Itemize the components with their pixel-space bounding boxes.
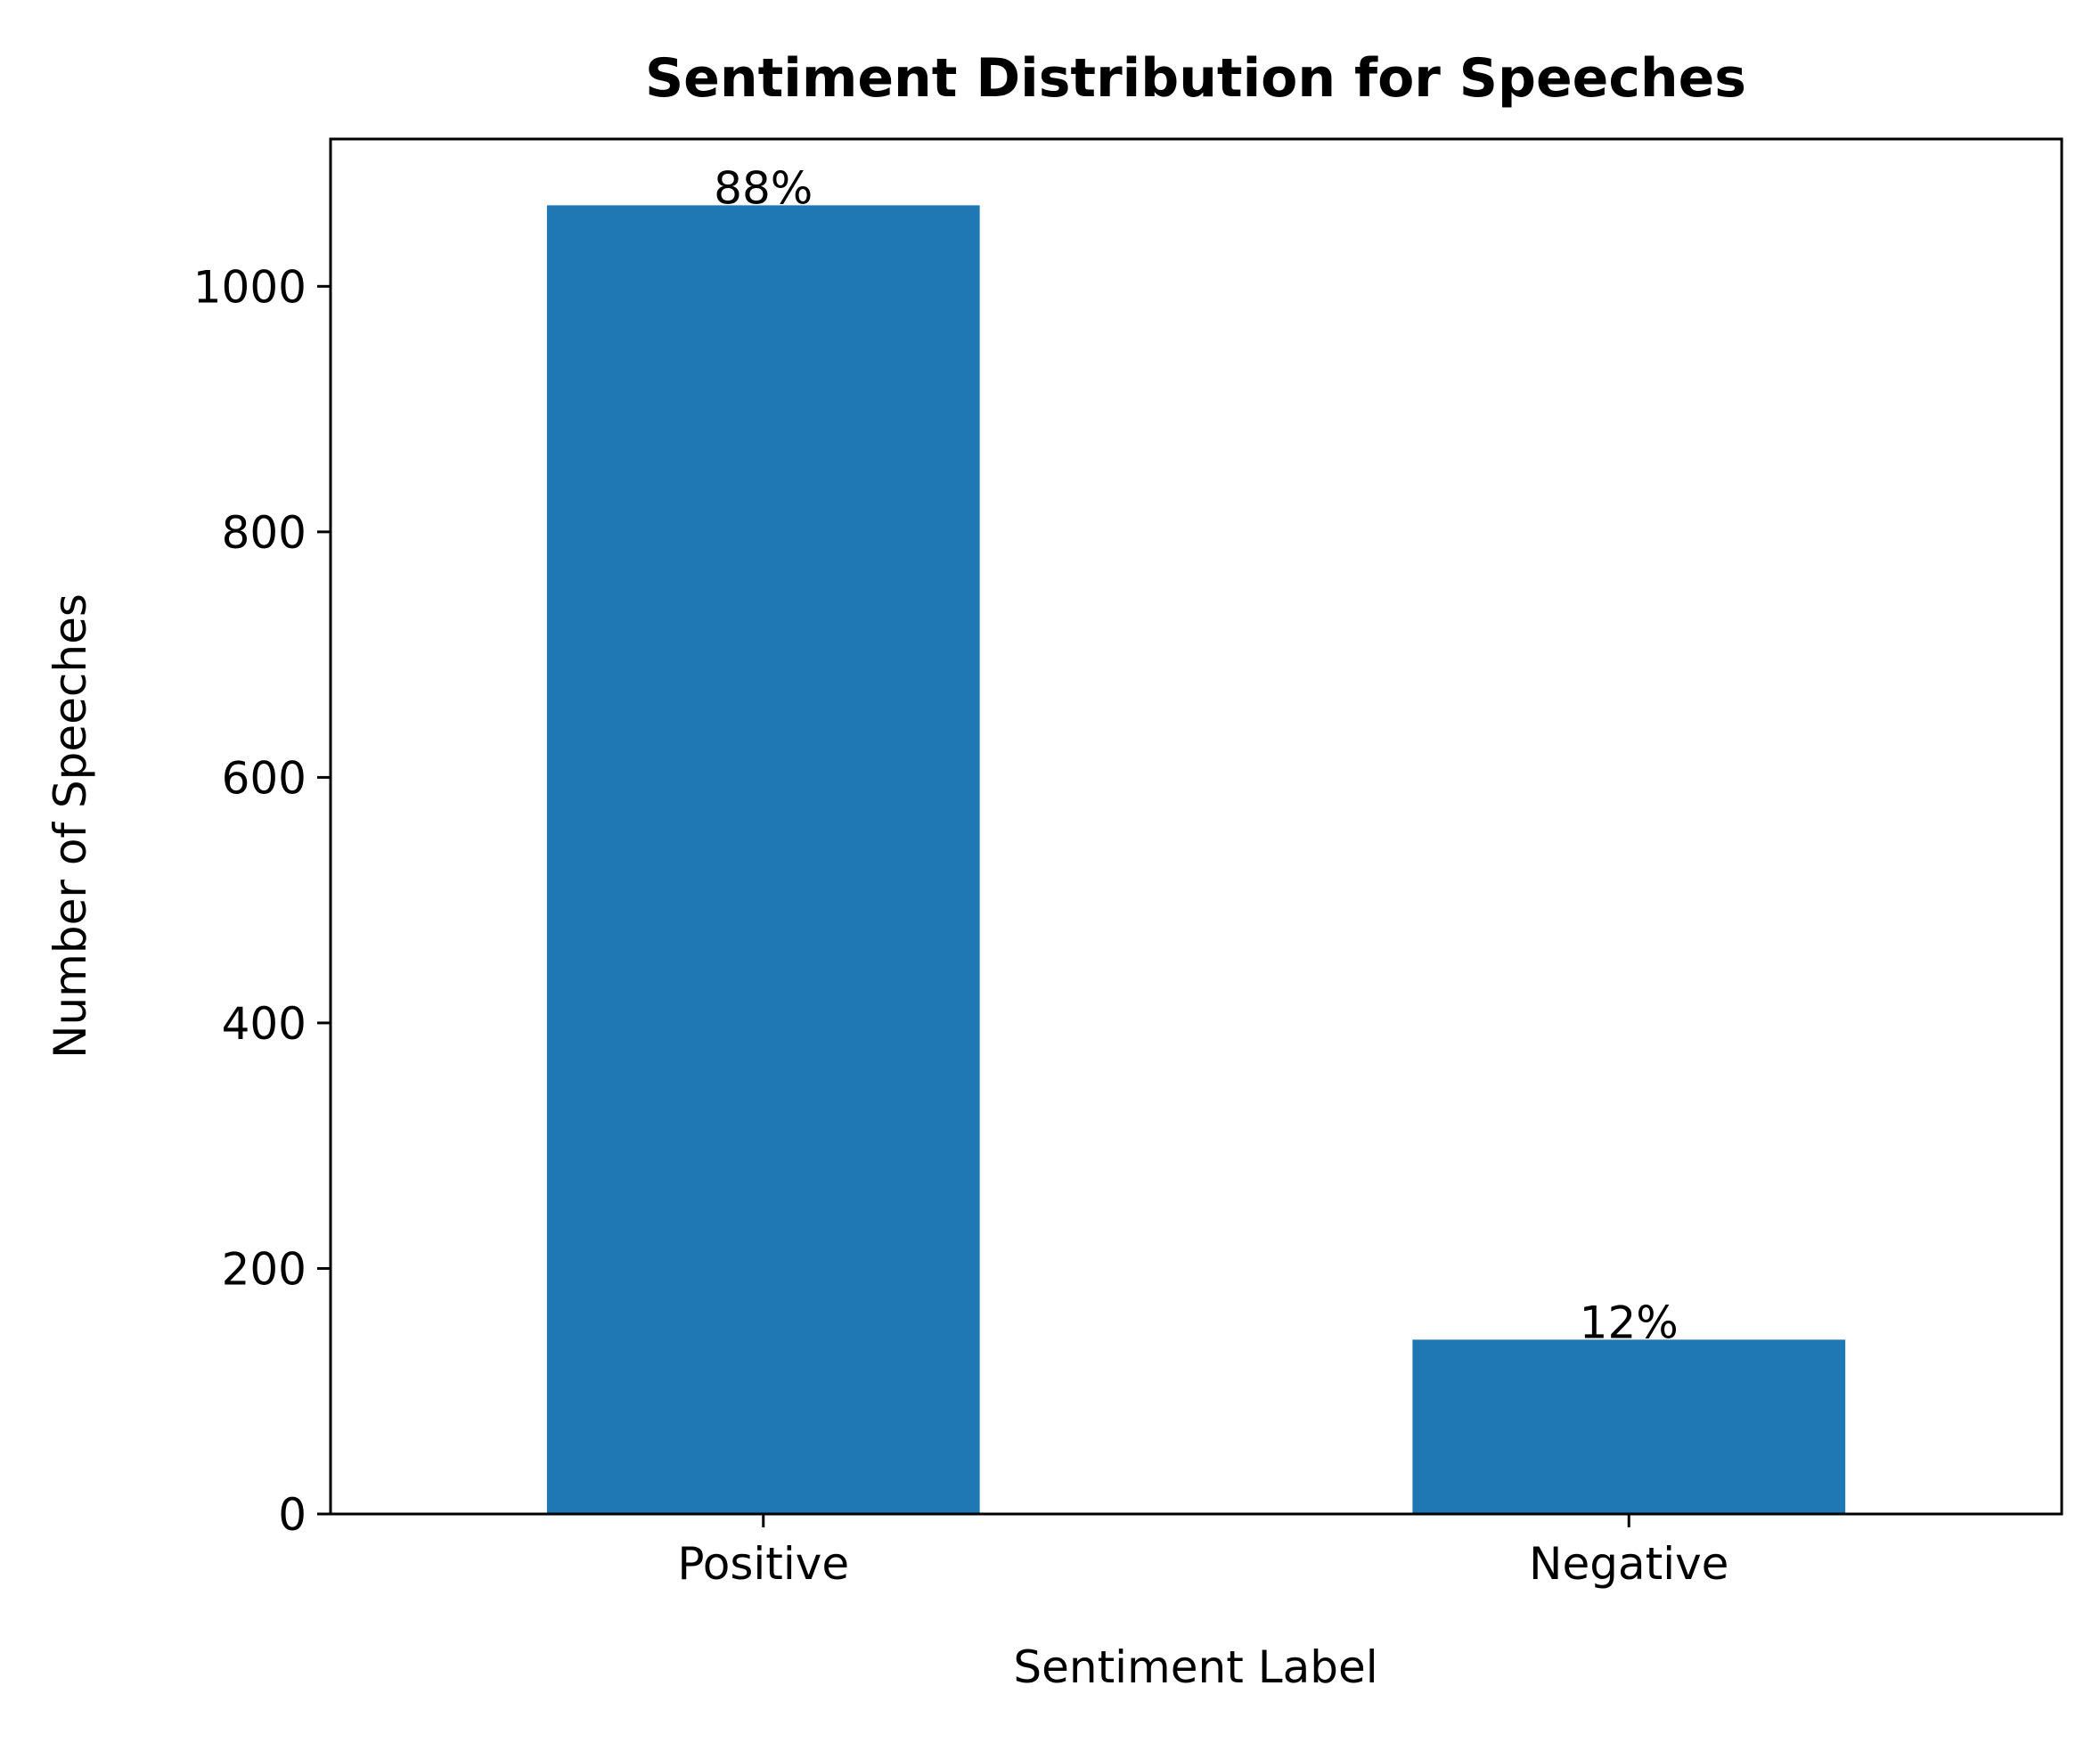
chart-title: Sentiment Distribution for Speeches <box>645 47 1746 110</box>
x-tick-label-positive: Positive <box>677 1538 849 1590</box>
bar-negative <box>1412 1339 1846 1514</box>
y-tick-label-200: 200 <box>222 1243 306 1295</box>
x-axis: Positive Negative <box>677 1514 1728 1590</box>
bars-layer <box>546 205 1846 1514</box>
y-tick-label-1000: 1000 <box>193 261 306 313</box>
bar-positive <box>546 205 980 1514</box>
y-axis: 0 200 400 600 800 1000 <box>193 261 331 1541</box>
data-label-positive: 88% <box>714 162 813 214</box>
y-tick-label-800: 800 <box>222 507 306 559</box>
data-label-negative: 12% <box>1580 1297 1679 1348</box>
y-tick-label-400: 400 <box>222 998 306 1050</box>
y-axis-title: Number of Speeches <box>45 593 96 1059</box>
x-tick-label-negative: Negative <box>1529 1538 1728 1590</box>
plot-frame <box>329 137 2063 1516</box>
y-tick-label-0: 0 <box>278 1489 306 1541</box>
x-axis-title: Sentiment Label <box>1013 1641 1377 1693</box>
y-tick-label-600: 600 <box>222 752 306 804</box>
data-labels-layer: 88% 12% <box>714 162 1679 1348</box>
